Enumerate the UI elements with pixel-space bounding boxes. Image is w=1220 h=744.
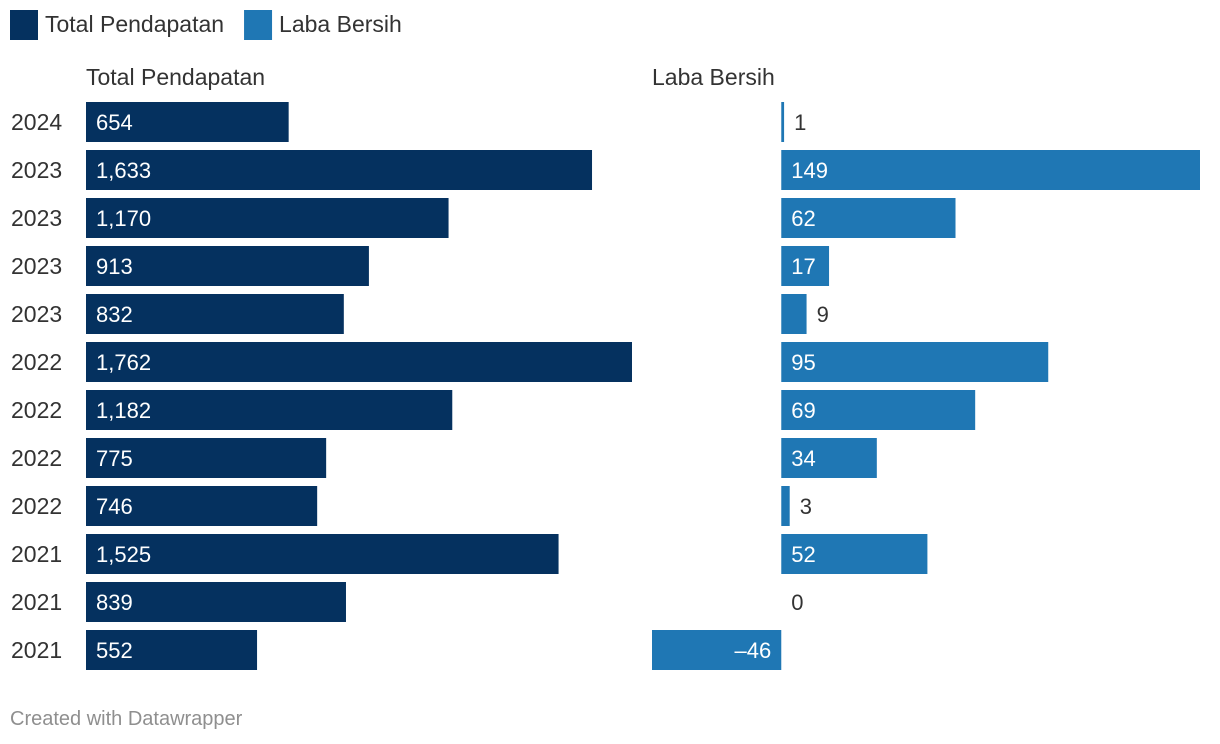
year-label: 2022 [11,349,62,375]
bar-laba [781,390,976,430]
value-label-pendapatan: 1,525 [96,542,151,567]
value-label-laba: 69 [791,398,815,423]
value-label-pendapatan: 832 [96,302,133,327]
year-label: 2023 [11,253,62,279]
bar-pendapatan [86,438,327,478]
value-label-laba: 17 [791,254,815,279]
year-label: 2024 [11,109,62,135]
value-label-pendapatan: 1,633 [96,158,151,183]
footer-credit: Created with Datawrapper [10,708,243,730]
year-label: 2022 [11,493,62,519]
value-label-laba: 0 [791,590,803,615]
bar-laba [781,102,785,142]
value-label-laba: 1 [794,110,806,135]
value-label-pendapatan: 775 [96,446,133,471]
bar-pendapatan [86,390,453,430]
bar-pendapatan [86,246,369,286]
bar-pendapatan [86,486,318,526]
bar-laba [781,534,928,574]
value-label-laba: 149 [791,158,828,183]
year-label: 2023 [11,157,62,183]
panel-title-2: Laba Bersih [652,64,775,90]
value-label-pendapatan: 913 [96,254,133,279]
year-label: 2021 [11,541,62,567]
value-label-laba: 52 [791,542,815,567]
value-label-laba: 34 [791,446,815,471]
bar-laba [781,198,956,238]
value-label-laba: 62 [791,206,815,231]
panel-title-1: Total Pendapatan [86,64,265,90]
bar-pendapatan [86,198,449,238]
value-label-pendapatan: 839 [96,590,133,615]
year-label: 2023 [11,205,62,231]
year-label: 2021 [11,589,62,615]
value-label-laba: 9 [817,302,829,327]
year-label: 2022 [11,397,62,423]
bar-pendapatan [86,150,593,190]
value-label-pendapatan: 654 [96,110,133,135]
value-label-pendapatan: 1,762 [96,350,151,375]
legend-swatch-2 [244,10,273,40]
bar-pendapatan [86,630,258,670]
value-label-laba: 95 [791,350,815,375]
legend-label-2: Laba Bersih [279,11,402,37]
bar-laba [781,246,830,286]
bar-laba [781,486,790,526]
value-label-laba: 3 [800,494,812,519]
bar-pendapatan [86,342,632,382]
legend-label-1: Total Pendapatan [45,11,224,37]
bar-laba [781,342,1049,382]
bar-laba [781,438,877,478]
value-label-laba: –46 [735,638,772,663]
bar-laba [652,630,782,670]
year-label: 2021 [11,637,62,663]
legend-swatch-1 [10,10,38,40]
bar-laba [781,150,1200,190]
bar-pendapatan [86,534,559,574]
bar-pendapatan [86,582,346,622]
value-label-pendapatan: 552 [96,638,133,663]
value-label-pendapatan: 1,170 [96,206,151,231]
year-label: 2022 [11,445,62,471]
value-label-pendapatan: 1,182 [96,398,151,423]
bar-pendapatan [86,102,289,142]
value-label-pendapatan: 746 [96,494,133,519]
bar-laba [781,294,807,334]
bar-pendapatan [86,294,344,334]
year-label: 2023 [11,301,62,327]
